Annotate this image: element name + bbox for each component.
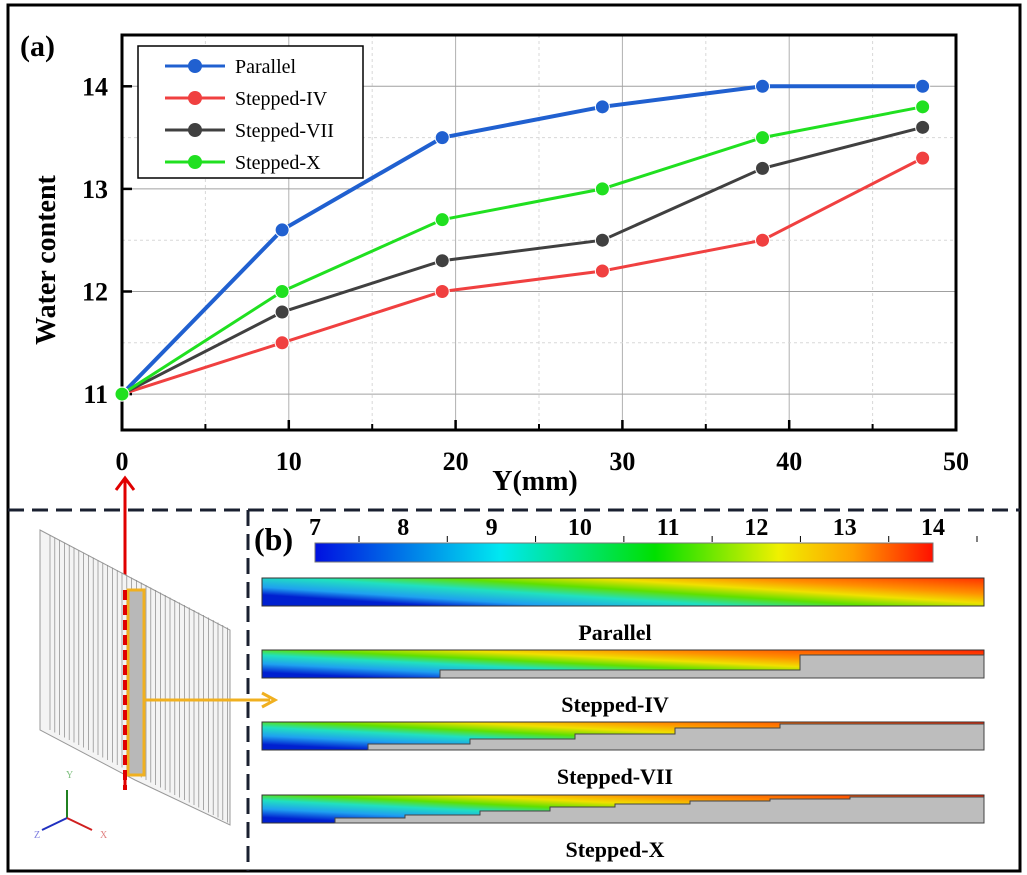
x-tick-label: 0	[116, 447, 129, 476]
data-point	[434, 212, 450, 228]
contour-label: Stepped-X	[565, 837, 664, 862]
data-point	[594, 232, 610, 248]
legend: Parallel Stepped-IV Stepped-VII Stepped-X	[137, 45, 364, 179]
colorbar-tick-label: 12	[744, 515, 768, 541]
x-tick-label: 50	[943, 447, 969, 476]
series-stepped-iv	[114, 150, 931, 402]
x-axis-label: Y(mm)	[492, 466, 578, 497]
legend-marker	[188, 59, 202, 73]
contour-label: Parallel	[578, 620, 651, 645]
colorbar-tick-label: 13	[833, 515, 857, 541]
colorbar-tick-label: 10	[568, 515, 592, 541]
x-tick-label: 40	[776, 447, 802, 476]
series-line	[121, 156, 924, 396]
data-point	[594, 181, 610, 197]
legend-label: Stepped-X	[235, 152, 321, 174]
data-point	[274, 283, 290, 299]
data-point	[434, 253, 450, 269]
step-solid-region	[334, 796, 985, 824]
x-axis-letter: X	[100, 830, 108, 841]
legend-box	[137, 45, 364, 179]
data-point	[274, 222, 290, 238]
line-chart: (a) 0 10 20 30 40 50 11 12 13 14 Y(mm) Water content…	[20, 30, 969, 790]
series-line	[121, 105, 923, 396]
colorbar-tick-label: 11	[657, 515, 680, 541]
outer-frame	[6, 3, 1022, 873]
y-axis-label: Water content	[31, 174, 62, 344]
arrow-right-icon	[261, 691, 279, 709]
data-point	[274, 304, 290, 320]
selected-channel	[126, 588, 146, 777]
y-tick-label: 13	[82, 175, 108, 204]
panel-label-b: (b)	[254, 521, 293, 557]
y-tick-label: 12	[82, 277, 108, 306]
contour-label: Stepped-VII	[557, 764, 673, 789]
colorbar-tick-label: 7	[309, 515, 321, 541]
legend-label: Stepped-IV	[235, 88, 328, 110]
arrow-up-icon	[114, 475, 136, 491]
data-point	[274, 335, 290, 351]
y-tick-label: 14	[82, 72, 108, 101]
legend-label: Stepped-VII	[235, 120, 334, 142]
legend-label: Parallel	[235, 56, 297, 78]
series-stepped-x	[114, 99, 931, 402]
data-point	[755, 160, 771, 176]
y-axis-letter: Y	[66, 770, 73, 781]
data-point	[594, 263, 610, 279]
z-axis-letter: Z	[34, 830, 40, 841]
data-point	[434, 283, 450, 299]
series-line	[121, 125, 924, 396]
x-axis-triad	[66, 817, 93, 831]
panel-label-a: (a)	[20, 30, 55, 63]
stack-3d-model: Y Z X	[34, 529, 279, 841]
step-solid-region	[439, 654, 985, 679]
legend-marker	[188, 123, 202, 137]
contour-panel: (b) 7 8 9 10 11 12 13 14 Parallel Stepped-IV Steppe…	[34, 515, 985, 862]
z-axis-triad	[41, 817, 68, 831]
y-tick-label: 11	[83, 380, 108, 409]
data-point	[434, 130, 450, 146]
data-point	[755, 130, 771, 146]
data-point	[915, 150, 931, 166]
data-point	[594, 99, 610, 115]
data-point	[915, 119, 931, 135]
legend-marker	[188, 155, 202, 169]
data-point	[114, 386, 130, 402]
contour-strip	[261, 577, 985, 607]
colorbar	[314, 542, 934, 563]
step-solid-region	[367, 723, 985, 751]
contour-label: Stepped-IV	[561, 692, 669, 717]
data-point	[755, 232, 771, 248]
data-point	[755, 78, 771, 94]
data-point	[915, 99, 931, 115]
x-tick-label: 10	[276, 447, 302, 476]
x-tick-label: 20	[443, 447, 469, 476]
colorbar-tick-label: 9	[486, 515, 498, 541]
legend-marker	[188, 91, 202, 105]
colorbar-tick-label: 8	[397, 515, 409, 541]
x-tick-label: 30	[609, 447, 635, 476]
data-point	[915, 78, 931, 94]
series-line	[120, 84, 923, 396]
colorbar-tick-label: 14	[921, 515, 945, 541]
